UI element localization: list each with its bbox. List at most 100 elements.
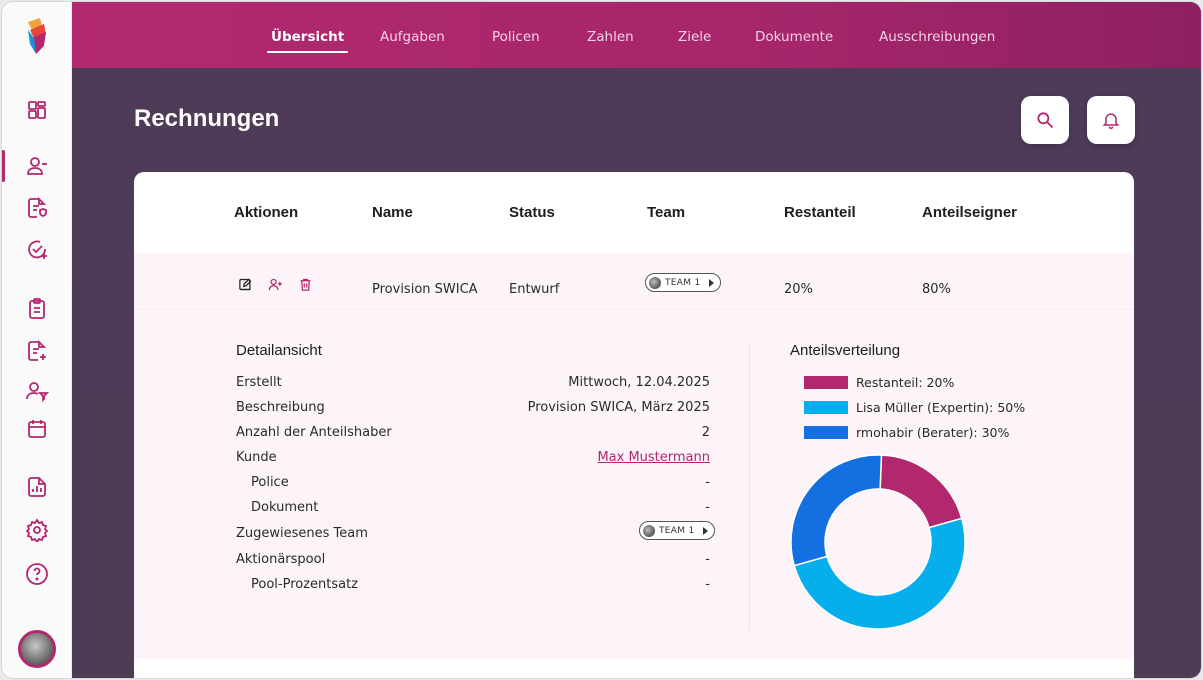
user-filter-icon [26, 382, 49, 403]
sidebar-item-users[interactable] [2, 375, 72, 407]
detail-label-created: Erstellt [236, 375, 282, 390]
clipboard-icon [29, 298, 45, 319]
edit-button[interactable] [234, 273, 256, 295]
notifications-button[interactable] [1087, 96, 1135, 144]
play-icon [702, 526, 708, 535]
page-title: Rechnungen [134, 105, 280, 132]
tab-numbers[interactable]: Zahlen [587, 29, 634, 45]
avatar[interactable] [18, 630, 56, 668]
detail-label-description: Beschreibung [236, 400, 325, 415]
legend-label: Lisa Müller (Expertin): 50% [856, 400, 1026, 415]
search-button[interactable] [1021, 96, 1069, 144]
detail-label-pool: Aktionärspool [236, 552, 326, 567]
sidebar-item-invoices[interactable] [2, 150, 72, 182]
tab-policies[interactable]: Policen [492, 29, 540, 45]
gear-icon [25, 518, 49, 542]
sidebar-item-dashboard[interactable] [2, 94, 72, 126]
play-icon [708, 278, 714, 287]
column-header-name[interactable]: Name [372, 204, 413, 221]
invoice-table-card: Aktionen Name Status Team Restanteil Ant… [134, 172, 1134, 678]
row-divider [134, 309, 1134, 310]
row-owners: 80% [922, 282, 951, 297]
legend-item-rmohabir: rmohabir (Berater): 30% [804, 425, 1009, 440]
sidebar-item-reports[interactable] [2, 471, 72, 503]
add-shareholder-button[interactable] [264, 273, 286, 295]
share-donut-chart [790, 454, 966, 630]
tab-tenders[interactable]: Ausschreibungen [879, 29, 996, 45]
row-actions [234, 273, 316, 295]
team-chip[interactable]: TEAM 1 [645, 273, 721, 292]
user-minus-icon [27, 157, 47, 175]
donut-slice-rest[interactable] [879, 454, 963, 529]
check-plus-icon [28, 240, 47, 259]
document-shield-icon [28, 196, 47, 218]
detail-label-customer: Kunde [236, 450, 277, 465]
donut-slice-lisa[interactable] [793, 517, 966, 630]
app-logo[interactable] [24, 16, 50, 56]
search-icon [1037, 112, 1054, 129]
edit-icon [238, 278, 251, 290]
team-avatar [649, 276, 661, 289]
customer-link[interactable]: Max Mustermann [597, 450, 710, 465]
help-icon [26, 563, 48, 585]
delete-button[interactable] [294, 273, 316, 295]
row-name: Provision SWICA [372, 282, 478, 297]
detail-value-pool: - [705, 552, 710, 567]
legend-swatch [804, 401, 848, 414]
share-title: Anteilsverteilung [790, 342, 901, 359]
legend-label: rmohabir (Berater): 30% [856, 425, 1010, 440]
tab-goals[interactable]: Ziele [678, 29, 712, 45]
detail-label-document: Dokument [251, 500, 319, 515]
detail-divider [749, 341, 750, 629]
calendar-icon [28, 420, 46, 438]
dashboard-icon [28, 101, 46, 119]
legend-item-rest: Restanteil: 20% [804, 375, 954, 390]
legend-label: Restanteil: 20% [856, 375, 955, 390]
sidebar-item-tasks[interactable] [2, 234, 72, 266]
report-chart-icon [28, 477, 46, 497]
legend-swatch [804, 376, 848, 389]
sidebar-item-calendar[interactable] [2, 413, 72, 445]
column-header-status[interactable]: Status [509, 204, 555, 221]
sidebar-item-new-document[interactable] [2, 335, 72, 367]
document-plus-icon [28, 339, 47, 361]
row-status: Entwurf [509, 282, 560, 297]
detail-label-shareholder-count: Anzahl der Anteilshaber [236, 425, 392, 440]
legend-item-lisa: Lisa Müller (Expertin): 50% [804, 400, 1025, 415]
trash-icon [300, 278, 310, 291]
tab-overview[interactable]: Übersicht [266, 29, 349, 53]
column-header-owners[interactable]: Anteilseigner [922, 204, 1018, 221]
sidebar-item-clipboard[interactable] [2, 293, 72, 325]
detail-title: Detailansicht [236, 342, 322, 359]
sidebar-item-help[interactable] [2, 558, 72, 590]
detail-label-policy: Police [251, 475, 289, 490]
row-rest: 20% [784, 282, 813, 297]
tab-documents[interactable]: Dokumente [755, 29, 834, 45]
donut-slice-rmohabir[interactable] [790, 454, 883, 567]
detail-value-description: Provision SWICA, März 2025 [527, 400, 710, 415]
column-header-actions[interactable]: Aktionen [234, 204, 299, 221]
column-header-team[interactable]: Team [647, 204, 686, 221]
bell-icon [1102, 113, 1120, 130]
legend-swatch [804, 426, 848, 439]
detail-label-assigned-team: Zugewiesenes Team [236, 526, 368, 541]
user-plus-icon [268, 278, 282, 290]
detail-value-shareholder-count: 2 [701, 425, 710, 440]
main-content: Übersicht Aufgaben Policen Zahlen Ziele … [72, 2, 1201, 678]
detail-value-document: - [705, 500, 710, 515]
detail-value-pool-percentage: - [705, 577, 710, 592]
team-avatar [643, 524, 655, 537]
column-header-rest[interactable]: Restanteil [784, 204, 856, 221]
assigned-team-label: TEAM 1 [659, 525, 695, 536]
table-row[interactable]: Provision SWICA Entwurf TEAM 1 20% 80% D… [134, 253, 1134, 659]
sidebar-item-settings[interactable] [2, 514, 72, 546]
team-chip-label: TEAM 1 [665, 277, 701, 288]
tab-tasks[interactable]: Aufgaben [380, 29, 445, 45]
next-table-row[interactable] [134, 659, 1134, 678]
top-navigation: Übersicht Aufgaben Policen Zahlen Ziele … [72, 2, 1201, 68]
assigned-team-chip[interactable]: TEAM 1 [639, 521, 715, 540]
detail-label-pool-percentage: Pool-Prozentsatz [251, 577, 359, 592]
sidebar [2, 2, 72, 678]
sidebar-item-policies[interactable] [2, 192, 72, 224]
